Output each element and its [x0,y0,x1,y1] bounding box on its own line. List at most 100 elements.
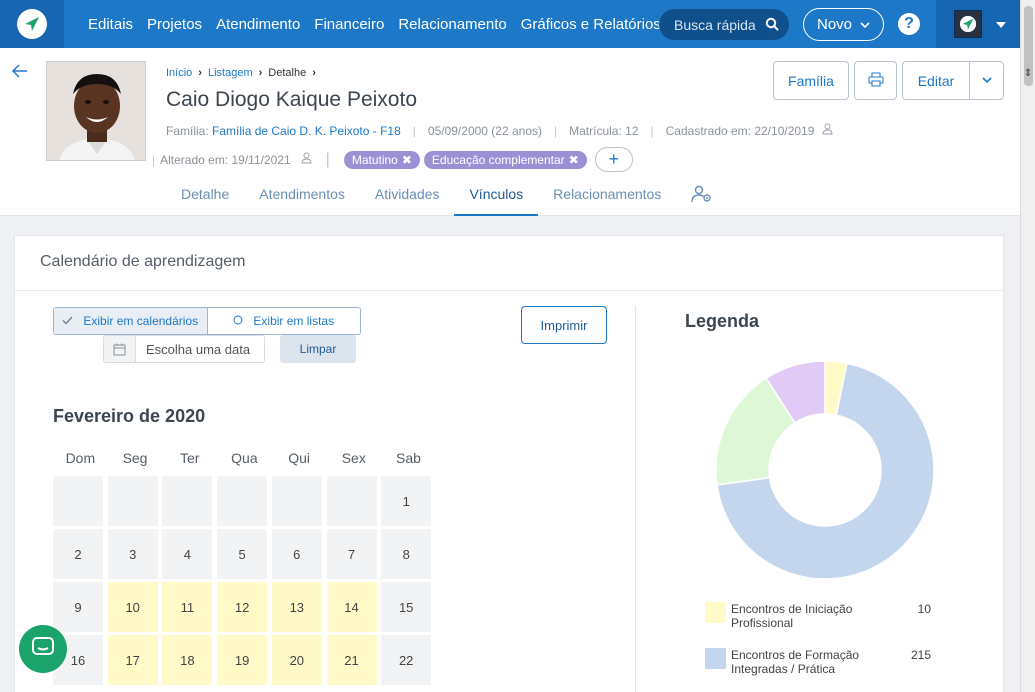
user-settings-icon[interactable] [676,176,728,216]
meta-divider: | [152,152,156,167]
calendar-day[interactable]: 5 [217,529,268,579]
calendar-day[interactable]: 17 [107,635,158,685]
calendar-day[interactable]: 18 [162,635,213,685]
calendar-day[interactable]: 14 [326,582,377,632]
editar-button-group: Editar [902,61,1004,100]
user-icon [822,123,833,138]
add-tag-button[interactable]: + [594,147,633,172]
tab-atividades[interactable]: Atividades [374,186,440,202]
familia-link[interactable]: Família de Caio D. K. Peixoto - F18 [212,123,401,138]
birth-date: 05/09/2000 (22 anos) [427,123,542,138]
tab-vinculos[interactable]: Vínculos [454,176,539,216]
tab-relacionamentos[interactable]: Relacionamentos [553,186,662,202]
nav-editais[interactable]: Editais [88,15,134,33]
app-logo[interactable] [0,0,64,48]
remove-tag-icon[interactable]: ✖ [568,152,579,167]
remove-tag-icon[interactable]: ✖ [401,152,412,167]
calendar-day[interactable]: 11 [162,582,213,632]
nav-atendimento[interactable]: Atendimento [216,15,301,33]
logo-icon [17,9,47,39]
view-list-label: Exibir em listas [253,314,335,328]
weekday-label: Seg [122,450,148,466]
calendar-day[interactable]: 12 [217,582,268,632]
calendar-day[interactable]: 6 [271,529,322,579]
editar-dropdown-toggle[interactable] [969,62,1003,99]
calendar-day [107,476,158,526]
calendar-day[interactable]: 22 [381,635,432,685]
alterado-em: Alterado em: 19/11/2021 [160,152,291,167]
legend-value: 215 [910,648,931,662]
scrollbar-thumb[interactable] [1024,6,1033,86]
view-calendar-label: Exibir em calendários [83,314,199,328]
calendar-day[interactable]: 9 [53,582,103,632]
date-picker-input[interactable]: Escolha uma data [103,335,265,363]
main-nav: Editais Projetos Atendimento Financeiro … [88,16,675,33]
tag-educacao-complementar: Educação complementar ✖ [423,150,587,169]
donut-slice[interactable] [716,362,935,580]
novo-button[interactable]: Novo [803,8,884,41]
calendar-day[interactable]: 7 [326,529,377,579]
calendar-day[interactable]: 4 [162,529,213,579]
tab-atendimentos[interactable]: Atendimentos [259,186,345,202]
calendar-day[interactable]: 2 [53,529,103,579]
calendar-day[interactable]: 13 [271,582,322,632]
date-placeholder: Escolha uma data [146,341,251,357]
calendar-icon[interactable] [104,336,136,362]
breadcrumb-separator-icon: › [312,67,316,79]
calendar-day[interactable]: 1 [381,476,432,526]
calendar-day [217,476,268,526]
card-title: Calendário de aprendizagem [40,253,246,270]
person-name: Caio Diogo Kaique Peixoto [166,88,417,111]
view-calendar-option[interactable]: Exibir em calendários [54,308,208,334]
vertical-divider [635,306,636,692]
printer-icon [868,72,884,90]
profile-meta-line-2: | Alterado em: 19/11/2021 | Matutino ✖ E… [152,147,633,172]
cadastrado-em: Cadastrado em: 22/10/2019 [665,123,815,138]
user-menu[interactable] [936,0,1020,48]
calendar-day[interactable]: 8 [381,529,432,579]
chat-icon [31,636,55,663]
quick-search-input[interactable]: Busca rápida [659,9,789,40]
breadcrumb-inicio[interactable]: Início [166,67,193,79]
calendar-day[interactable]: 3 [107,529,158,579]
tab-detalhe[interactable]: Detalhe [181,186,230,202]
view-list-option[interactable]: Exibir em listas [208,308,361,334]
chat-launcher-button[interactable] [19,625,67,673]
help-icon[interactable]: ? [898,13,920,35]
donut-slice[interactable] [765,360,826,424]
familia-button[interactable]: Família [773,61,849,100]
quick-search-placeholder: Busca rápida [674,16,756,33]
back-arrow-icon[interactable] [11,62,28,83]
calendar-day[interactable]: 19 [217,635,268,685]
imprimir-button[interactable]: Imprimir [521,306,607,344]
legend-label: Encontros de Formação Integradas / Práti… [731,648,860,676]
search-icon[interactable] [765,17,779,34]
meta-divider: | [412,123,416,138]
breadcrumb-listagem[interactable]: Listagem [207,67,253,79]
editar-button[interactable]: Editar [917,72,955,89]
breadcrumb-detalhe: Detalhe [268,67,307,79]
page-scrollbar[interactable]: ⇕ [1020,0,1035,692]
print-button[interactable] [854,61,897,100]
profile-photo [46,61,146,161]
calendar-day[interactable]: 10 [107,582,158,632]
calendar-day[interactable]: 20 [271,635,322,685]
nav-graficos-relatorios[interactable]: Gráficos e Relatórios [520,15,661,33]
weekday-label: Dom [65,450,96,466]
weekday-label: Sex [341,450,366,466]
card-divider [15,290,1003,291]
weekday-label: Qui [288,450,310,466]
nav-relacionamento[interactable]: Relacionamento [398,15,507,33]
tag-label: Matutino [351,152,398,167]
profile-tabs: Detalhe Atendimentos Atividades Vínculos… [166,176,728,216]
nav-projetos[interactable]: Projetos [147,15,203,33]
check-icon [62,314,73,328]
calendar-day[interactable]: 15 [381,582,432,632]
tag-matutino: Matutino ✖ [343,150,420,169]
breadcrumb: Início › Listagem › Detalhe › [166,67,316,79]
legend-swatch [705,602,726,623]
nav-financeiro[interactable]: Financeiro [314,15,385,33]
calendar-day[interactable]: 21 [326,635,377,685]
tag-label: Educação complementar [431,152,565,167]
limpar-button[interactable]: Limpar [280,335,356,363]
